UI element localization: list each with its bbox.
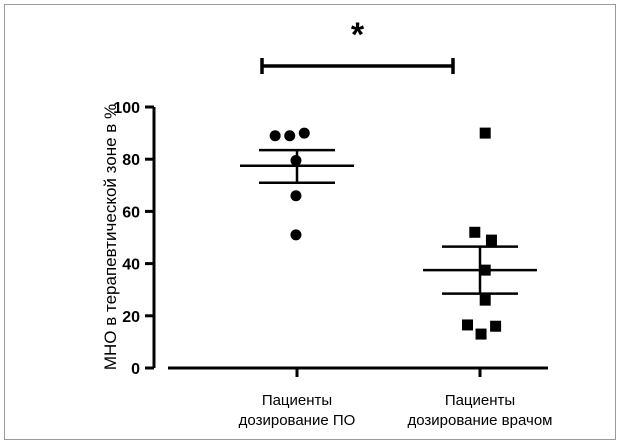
data-point-square [479, 127, 491, 139]
category-label-1: Пациенты дозирование врачом [408, 392, 553, 429]
data-point-circle [290, 190, 302, 202]
data-point-circle [298, 127, 310, 139]
data-point-square [479, 294, 491, 306]
significance-annotation: * [260, 16, 455, 74]
y-tick-label: 100 [113, 100, 140, 117]
y-ticks: 0 20 40 60 80 100 [113, 100, 154, 378]
figure-frame [4, 4, 616, 440]
axes [152, 107, 548, 377]
data-point-square [469, 226, 481, 238]
y-tick-label: 20 [122, 309, 140, 326]
data-point-circle [290, 229, 302, 241]
significance-star: * [351, 16, 365, 54]
data-point-square [462, 319, 474, 331]
y-tick-label: 60 [122, 204, 140, 221]
category-label-0: Пациенты дозирование ПО [239, 392, 356, 429]
x-categories: Пациенты дозирование ПО Пациенты дозировани… [239, 392, 553, 429]
y-tick-label: 40 [122, 257, 140, 274]
y-axis-label: МНО в терапевтической зоне в % [101, 104, 120, 370]
data-point-circle [284, 130, 296, 142]
y-tick-label: 0 [131, 361, 140, 378]
data-point-square [490, 320, 502, 332]
data-point-circle [269, 130, 281, 142]
mean-sem-bars [240, 148, 537, 295]
data-marks [269, 127, 502, 340]
y-tick-label: 80 [122, 152, 140, 169]
data-point-square [475, 328, 487, 340]
data-point-square [485, 234, 497, 246]
